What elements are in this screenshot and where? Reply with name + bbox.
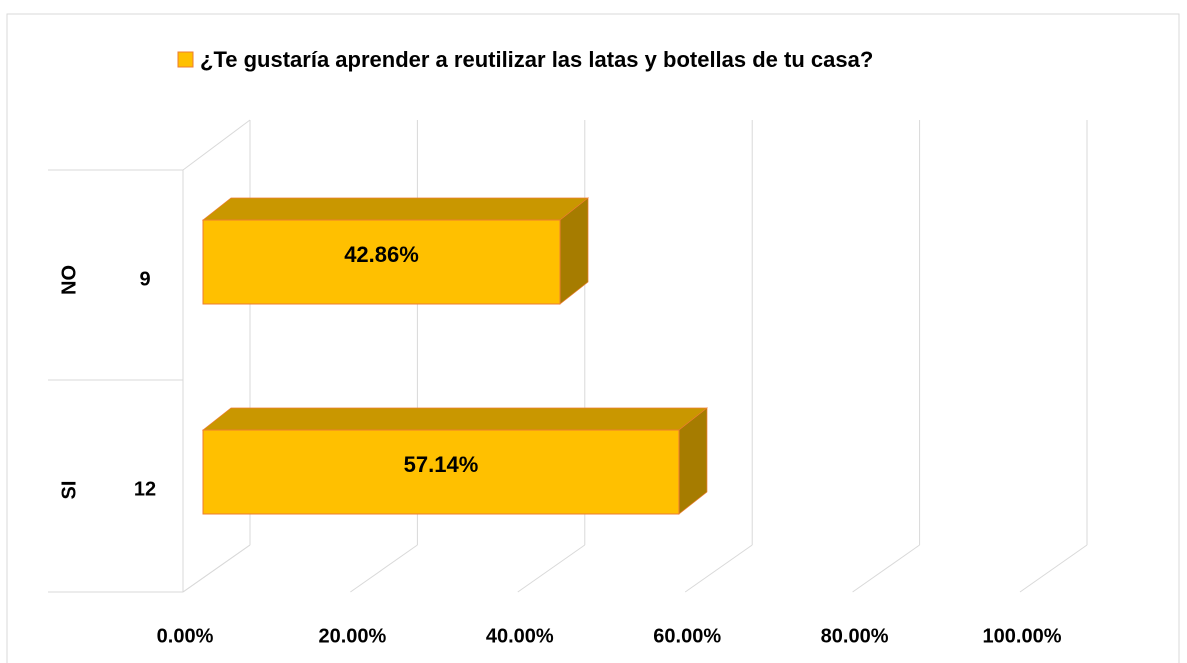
x-tick-label: 0.00% xyxy=(157,625,214,647)
group-label: NO xyxy=(58,265,80,295)
floor-grid-line xyxy=(1019,544,1088,593)
floor-grid-line xyxy=(182,544,251,593)
data-label: 42.86% xyxy=(344,242,419,267)
x-tick-label: 60.00% xyxy=(653,625,721,647)
category-label: 9 xyxy=(139,268,150,290)
legend-swatch xyxy=(177,51,194,68)
bar-top xyxy=(201,407,708,431)
data-label: 57.14% xyxy=(404,452,479,477)
floor-grid-line xyxy=(517,544,586,593)
x-tick-label: 100.00% xyxy=(983,625,1062,647)
bar xyxy=(202,429,680,515)
bar xyxy=(202,219,561,305)
bar-top xyxy=(201,197,590,221)
category-label: 12 xyxy=(134,478,156,500)
floor-grid-line xyxy=(684,544,753,593)
group-label: SI xyxy=(58,481,80,500)
wall-edge xyxy=(182,119,251,171)
x-tick-label: 80.00% xyxy=(821,625,889,647)
floor-grid-line xyxy=(350,544,418,593)
legend-label: ¿Te gustaría aprender a reutilizar las l… xyxy=(200,47,873,72)
floor-grid-line xyxy=(852,544,920,593)
x-tick-label: 40.00% xyxy=(486,625,554,647)
chart-border xyxy=(6,13,1180,663)
x-tick-label: 20.00% xyxy=(318,625,386,647)
